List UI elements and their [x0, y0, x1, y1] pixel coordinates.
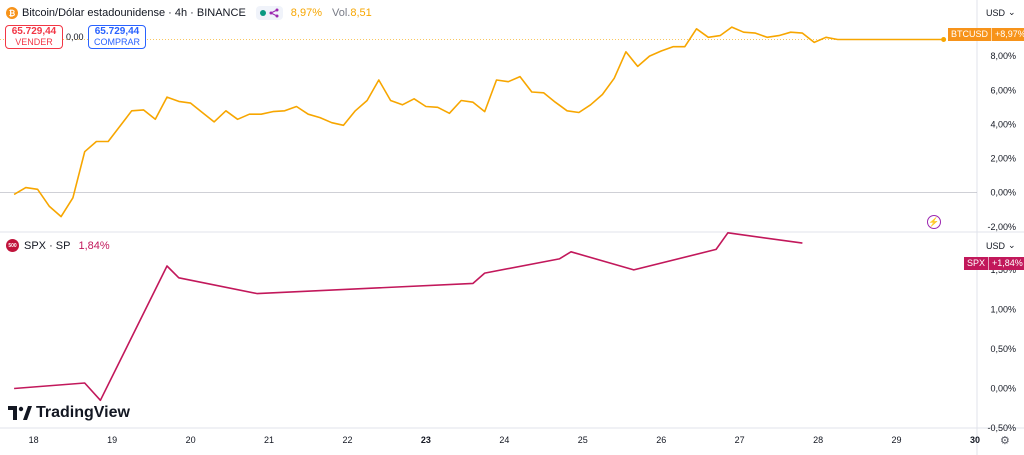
x-tick-label: 28: [813, 435, 823, 445]
btc-price-tag: BTCUSD +8,97%: [948, 28, 1024, 41]
compare-symbol-title[interactable]: SPX · SP: [24, 239, 71, 252]
volume-value: 8,51: [350, 7, 372, 19]
x-tick-label: 20: [186, 435, 196, 445]
x-tick-label: 24: [499, 435, 509, 445]
buy-button[interactable]: 65.729,44 COMPRAR: [88, 25, 146, 49]
currency-button-main[interactable]: USD ⌄: [986, 7, 1016, 18]
chevron-down-icon: ⌄: [1008, 240, 1016, 250]
spx-logo-icon: 500: [6, 239, 19, 252]
btc-last-point-marker: [941, 37, 947, 43]
share-icon: [269, 8, 279, 18]
spx-tag-pct: +1,84%: [988, 257, 1024, 270]
main-legend: ₿ Bitcoin/Dólar estadounidense · 4h · BI…: [6, 6, 372, 20]
tradingview-logo: TradingView: [8, 404, 130, 422]
status-dot-icon: [259, 10, 266, 16]
sell-price: 65.729,44: [11, 26, 57, 37]
x-tick-label: 29: [892, 435, 902, 445]
x-tick-label: 21: [264, 435, 274, 445]
btc-y-tick-label: 6,00%: [990, 85, 1016, 95]
tradingview-mark-icon: [8, 406, 32, 420]
x-tick-label: 18: [29, 435, 39, 445]
buy-label: COMPRAR: [93, 37, 140, 47]
bitcoin-logo-icon: ₿: [6, 7, 18, 19]
compare-legend: 500 SPX · SP 1,84%: [6, 239, 110, 252]
spx-y-tick-label: 0,50%: [990, 344, 1016, 354]
brand-name: TradingView: [36, 404, 130, 421]
spx-tag-name: SPX: [967, 258, 986, 268]
btc-series-line: [13, 26, 944, 218]
compare-change-percent: 1,84%: [78, 239, 110, 252]
currency-button-compare[interactable]: USD ⌄: [986, 240, 1016, 251]
indicator-toggle[interactable]: [255, 6, 283, 20]
x-tick-label: 26: [656, 435, 666, 445]
spx-price-tag: SPX +1,84%: [964, 257, 1024, 270]
btc-y-tick-label: 4,00%: [990, 119, 1016, 129]
x-tick-label: 23: [421, 435, 431, 445]
btc-tag-pct: +8,97%: [991, 28, 1024, 41]
spread-value: 0,00: [66, 32, 84, 42]
btc-tag-name: BTCUSD: [951, 29, 989, 39]
btc-y-tick-label: 8,00%: [990, 51, 1016, 61]
x-tick-label: 19: [107, 435, 117, 445]
sell-button[interactable]: 65.729,44 VENDER: [5, 25, 63, 49]
spx-y-tick-label: 1,00%: [990, 304, 1016, 314]
gear-icon[interactable]: ⚙: [1000, 435, 1010, 447]
lightning-icon[interactable]: ⚡: [927, 215, 941, 229]
buy-price: 65.729,44: [94, 26, 140, 37]
x-tick-label: 27: [735, 435, 745, 445]
symbol-title[interactable]: Bitcoin/Dólar estadounidense · 4h · BINA…: [22, 7, 246, 19]
spx-y-tick-label: 0,00%: [990, 383, 1016, 393]
chevron-down-icon: ⌄: [1008, 7, 1016, 17]
x-tick-label: 30: [970, 435, 980, 445]
btc-y-tick-label: -2,00%: [987, 222, 1016, 232]
btc-y-tick-label: 0,00%: [990, 188, 1016, 198]
change-percent: 8,97%: [290, 7, 322, 19]
currency-label-compare: USD: [986, 240, 1006, 251]
spx-series-line: [14, 232, 803, 402]
spx-y-tick-label: -0,50%: [987, 423, 1016, 433]
volume-readout: Vol.8,51: [332, 7, 372, 19]
sell-label: VENDER: [15, 37, 53, 47]
currency-label: USD: [986, 7, 1006, 18]
x-tick-label: 25: [578, 435, 588, 445]
volume-label: Vol.: [331, 7, 351, 19]
x-tick-label: 22: [342, 435, 352, 445]
btc-y-tick-label: 2,00%: [990, 154, 1016, 164]
